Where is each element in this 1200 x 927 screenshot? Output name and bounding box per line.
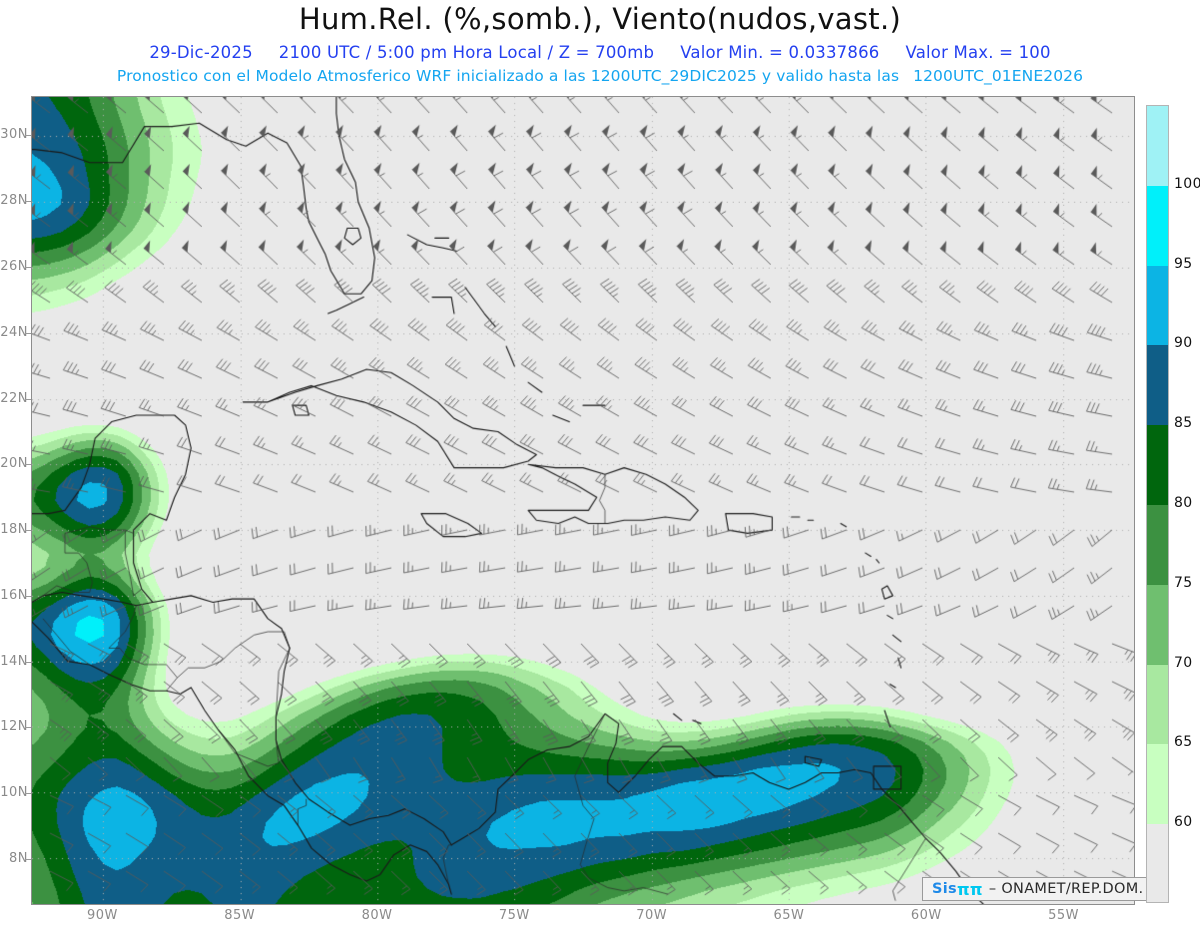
lat-label-22N: 22N [0, 390, 28, 406]
forecast-metadata-line: 29-Dic-2025 2100 UTC / 5:00 pm Hora Local… [0, 43, 1200, 62]
model-init-text: Pronostico con el Modelo Atmosferico WRF… [116, 67, 900, 85]
value-min: Valor Min. = 0.0337866 [680, 43, 880, 62]
lat-tick [25, 332, 31, 334]
colorbar-band-6 [1147, 584, 1168, 665]
model-info-line: Pronostico con el Modelo Atmosferico WRF… [0, 67, 1200, 85]
agency-label: – ONAMET/REP.DOM. [988, 881, 1144, 897]
lat-label-16N: 16N [0, 587, 28, 603]
lat-label-26N: 26N [0, 259, 28, 274]
colorbar-band-7 [1147, 664, 1168, 745]
sis-logo-text: Sis [932, 881, 957, 897]
lat-label-28N: 28N [0, 193, 28, 209]
lon-label-90W: 90W [86, 908, 118, 923]
lat-tick [25, 201, 31, 203]
lat-label-12N: 12N [0, 719, 28, 735]
lat-label-14N: 14N [0, 653, 28, 669]
colorbar-label-90: 90 [1174, 335, 1193, 352]
page-title: Hum.Rel. (%,somb.), Viento(nudos,vast.) [298, 2, 902, 36]
lat-tick [25, 661, 31, 663]
lat-label-20N: 20N [0, 456, 28, 472]
value-max: Valor Max. = 100 [905, 43, 1051, 62]
lat-label-30N: 30N [0, 127, 28, 143]
colorbar-label-95: 95 [1174, 255, 1193, 272]
colorbar-band-5 [1147, 504, 1168, 585]
colorbar-label-100: 100 [1174, 175, 1200, 192]
lat-label-10N: 10N [0, 785, 28, 801]
model-valid-until: 1200UTC_01ENE2026 [913, 67, 1084, 85]
colorbar-band-0 [1147, 106, 1168, 186]
colorbar-label-70: 70 [1174, 654, 1193, 671]
lat-tick [25, 464, 31, 466]
lat-tick [25, 793, 31, 795]
lat-tick [25, 858, 31, 860]
humidity-colorbar [1146, 105, 1169, 903]
attribution-badge: Sis ππ – ONAMET/REP.DOM. [922, 877, 1154, 901]
colorbar-band-1 [1147, 185, 1168, 266]
lon-label-55W: 55W [1048, 908, 1080, 923]
humidity-wind-map-canvas [32, 97, 1134, 904]
lat-tick [25, 267, 31, 268]
lon-label-65W: 65W [773, 908, 805, 923]
header: Hum.Rel. (%,somb.), Viento(nudos,vast.) … [0, 0, 1200, 92]
pi-logo-icon: ππ [956, 879, 983, 899]
colorbar-band-2 [1147, 265, 1168, 346]
colorbar-band-4 [1147, 425, 1168, 505]
colorbar-label-75: 75 [1174, 574, 1193, 591]
valid-date: 29-Dic-2025 [149, 43, 253, 62]
colorbar-band-8 [1147, 744, 1168, 825]
map-plot-area [31, 96, 1135, 905]
lon-label-80W: 80W [361, 908, 393, 923]
colorbar-band-3 [1147, 345, 1168, 426]
lat-label-24N: 24N [0, 324, 28, 340]
colorbar-label-80: 80 [1174, 495, 1193, 511]
colorbar-label-60: 60 [1174, 814, 1193, 831]
lon-label-75W: 75W [498, 908, 530, 923]
lat-tick [25, 398, 31, 400]
valid-time-level: 2100 UTC / 5:00 pm Hora Local / Z = 700m… [278, 43, 655, 62]
lat-label-8N: 8N [9, 850, 28, 866]
lon-label-60W: 60W [910, 908, 942, 923]
colorbar-band-9 [1147, 824, 1168, 902]
lat-tick [25, 135, 31, 137]
lat-tick [25, 530, 31, 532]
lat-tick [25, 727, 31, 729]
lat-label-18N: 18N [0, 522, 28, 538]
lat-tick [25, 595, 31, 597]
colorbar-label-65: 65 [1174, 734, 1193, 751]
lon-label-85W: 85W [224, 908, 256, 923]
colorbar-label-85: 85 [1174, 415, 1193, 432]
lon-label-70W: 70W [636, 908, 668, 923]
